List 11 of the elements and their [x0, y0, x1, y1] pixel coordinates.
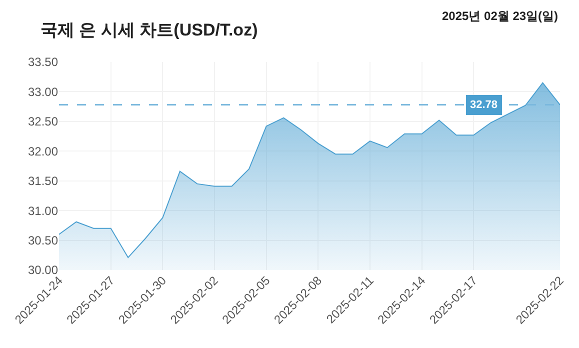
y-tick-label: 30.00: [28, 263, 58, 278]
y-tick-label: 33.00: [28, 84, 58, 99]
y-tick-label: 30.50: [28, 233, 58, 248]
text: 2025년 02월 23일(일): [442, 9, 558, 23]
ref-line-label: 32.78: [470, 99, 498, 111]
y-tick-label: 33.50: [28, 55, 58, 70]
y-tick-label: 31.50: [28, 174, 58, 188]
chart-title: 국제 은 시세 차트(USD/T.oz): [40, 20, 258, 40]
y-tick-label: 32.50: [28, 114, 58, 129]
y-tick-label: 32.00: [28, 144, 58, 158]
y-tick-label: 31.00: [28, 204, 58, 218]
